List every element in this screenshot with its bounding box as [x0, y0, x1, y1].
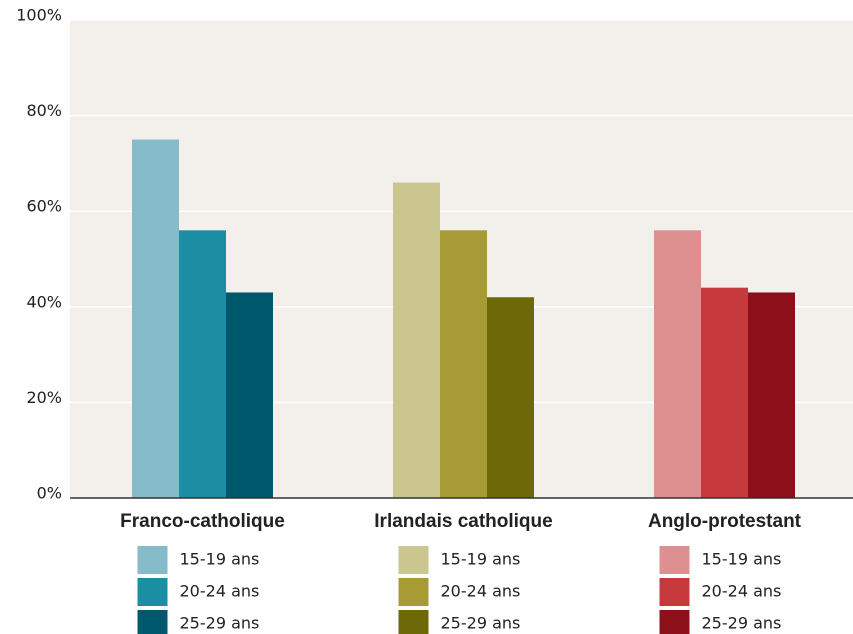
y-tick-label: 60% — [26, 197, 62, 216]
category-label: Franco-catholique — [120, 511, 285, 532]
legend-swatch — [137, 610, 168, 634]
y-tick-label: 40% — [26, 292, 62, 311]
legend-swatch — [398, 578, 429, 606]
legend-label: 15-19 ans — [702, 550, 782, 569]
legend-swatch — [659, 578, 690, 606]
legend-label: 20-24 ans — [702, 582, 782, 601]
legend-swatch — [137, 578, 168, 606]
y-tick-label: 100% — [16, 6, 62, 25]
legend-label: 15-19 ans — [441, 550, 521, 569]
bar — [701, 287, 748, 498]
legend-swatch — [398, 546, 429, 574]
category-label: Anglo-protestant — [648, 511, 802, 532]
legend-label: 15-19 ans — [180, 550, 260, 569]
legend-label: 25-29 ans — [441, 614, 521, 633]
bar — [132, 139, 179, 498]
bar — [748, 292, 795, 498]
y-tick-label: 80% — [26, 101, 62, 120]
legend-swatch — [659, 610, 690, 634]
category-label: Irlandais catholique — [374, 511, 552, 532]
bar — [226, 292, 273, 498]
legend-label: 25-29 ans — [180, 614, 260, 633]
y-tick-label: 0% — [37, 484, 62, 503]
y-tick-label: 20% — [26, 388, 62, 407]
bar — [393, 182, 440, 498]
bar — [487, 297, 534, 498]
legend-label: 25-29 ans — [702, 614, 782, 633]
legend-swatch — [398, 610, 429, 634]
legend-label: 20-24 ans — [180, 582, 260, 601]
bar — [440, 230, 487, 498]
legend-swatch — [137, 546, 168, 574]
bar — [179, 230, 226, 498]
legend-label: 20-24 ans — [441, 582, 521, 601]
bar — [654, 230, 701, 498]
legend-swatch — [659, 546, 690, 574]
